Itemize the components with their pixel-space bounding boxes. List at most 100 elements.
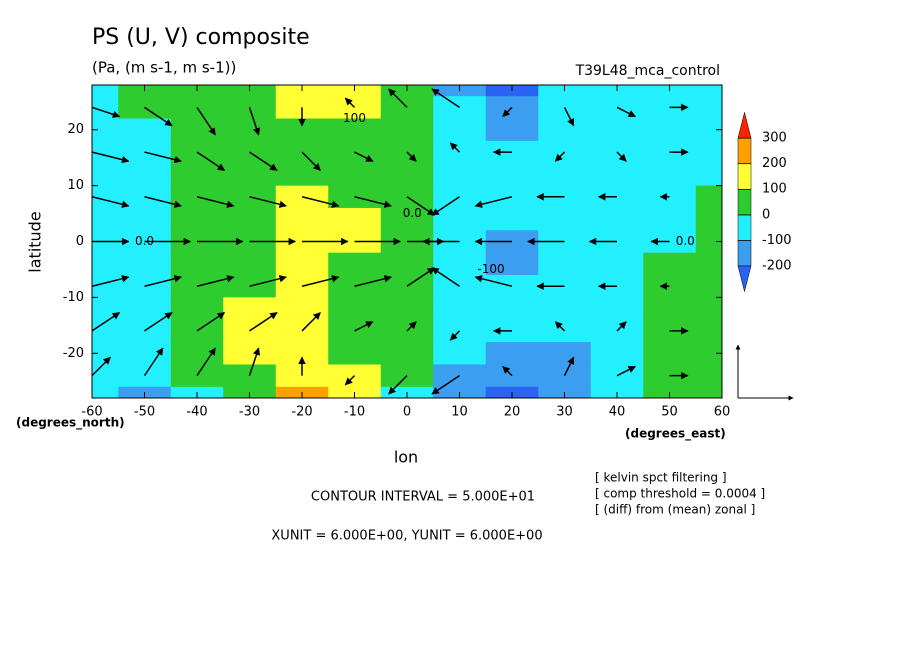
contour-cell bbox=[92, 319, 119, 343]
contour-cell bbox=[695, 297, 722, 321]
wind-vector bbox=[92, 311, 121, 332]
x-tick-label: 0 bbox=[403, 405, 411, 420]
contour-cell bbox=[223, 252, 277, 276]
contour-cell bbox=[590, 319, 644, 343]
contour-cell bbox=[485, 342, 539, 366]
x-tick-label: 50 bbox=[661, 405, 678, 420]
contour-cell bbox=[695, 185, 722, 209]
contour-label: 0.0 bbox=[676, 234, 695, 248]
wind-vector bbox=[431, 267, 460, 287]
y-units: (degrees_north) bbox=[16, 416, 125, 431]
x-tick-label: 20 bbox=[504, 405, 521, 420]
wind-vector bbox=[502, 106, 513, 118]
wind-vector bbox=[249, 151, 278, 172]
contour-cell bbox=[223, 297, 277, 321]
contour-cell bbox=[590, 297, 644, 321]
contour-cell bbox=[275, 163, 329, 187]
wind-vector bbox=[196, 275, 235, 287]
contour-cell bbox=[223, 207, 277, 231]
wind-vector bbox=[249, 196, 287, 208]
wind-vector bbox=[449, 330, 461, 341]
chart-title: PS (U, V) composite bbox=[92, 25, 310, 50]
wind-vector bbox=[144, 151, 182, 164]
contour-cell bbox=[538, 275, 592, 298]
wind-vector bbox=[388, 375, 408, 395]
contour-label: 0.0 bbox=[403, 206, 422, 220]
contour-cell bbox=[328, 297, 382, 321]
contour-cell bbox=[118, 342, 172, 366]
contour-cell bbox=[695, 163, 722, 187]
wind-vector bbox=[92, 275, 130, 287]
contour-cell bbox=[275, 364, 329, 388]
contour-cell bbox=[380, 163, 434, 187]
colorbar-box bbox=[737, 188, 752, 216]
contour-cell bbox=[433, 252, 487, 276]
contour-cell bbox=[433, 297, 487, 321]
wind-vector bbox=[388, 88, 408, 108]
colorbar-under bbox=[737, 265, 752, 292]
contour-cell bbox=[643, 185, 697, 209]
contour-cell bbox=[92, 252, 119, 276]
colorbar-box bbox=[737, 163, 752, 190]
contour-cell bbox=[643, 207, 697, 231]
contour-cell bbox=[538, 163, 592, 187]
contour-cell bbox=[275, 342, 329, 366]
contour-cell bbox=[643, 163, 697, 187]
contour-cell bbox=[170, 118, 224, 142]
wind-vector bbox=[563, 356, 575, 376]
wind-vector bbox=[431, 196, 460, 216]
contour-cell bbox=[380, 319, 434, 343]
contour-cell bbox=[223, 364, 277, 388]
wind-vector bbox=[143, 347, 164, 377]
contour-cell bbox=[118, 297, 172, 321]
x-tick-label: -30 bbox=[239, 405, 260, 420]
y-tick-label: 20 bbox=[67, 122, 84, 137]
wind-vector bbox=[354, 151, 374, 162]
x-axis-label: lon bbox=[394, 448, 418, 467]
wind-vector bbox=[248, 107, 261, 136]
wind-vector bbox=[144, 196, 182, 208]
note: [ comp threshold = 0.0004 ] bbox=[595, 487, 765, 501]
colorbar-over bbox=[737, 112, 752, 139]
wind-vector bbox=[502, 365, 513, 377]
contour-cell bbox=[328, 342, 382, 366]
contour-cell bbox=[275, 319, 329, 343]
wind-vector bbox=[354, 321, 374, 332]
contour-cell bbox=[433, 230, 487, 254]
contour-cell bbox=[433, 163, 487, 187]
contour-cell bbox=[275, 207, 329, 231]
contour-cell bbox=[223, 118, 277, 142]
contour-cell bbox=[380, 207, 434, 231]
contour-cell bbox=[92, 185, 119, 209]
contour-cell bbox=[170, 364, 224, 388]
contour-cell bbox=[92, 118, 119, 142]
contour-cell bbox=[170, 163, 224, 187]
wind-vector bbox=[144, 106, 173, 127]
wind-vector bbox=[196, 151, 226, 172]
subtitle: (Pa, (m s-1, m s-1)) bbox=[92, 59, 236, 77]
contour-cell bbox=[643, 342, 697, 366]
wind-vector bbox=[616, 151, 627, 162]
colorbar-label: 300 bbox=[762, 131, 787, 146]
contour-cell bbox=[643, 252, 697, 276]
contour-cell bbox=[170, 252, 224, 276]
note: [ kelvin spct filtering ] bbox=[595, 471, 727, 485]
wind-vector bbox=[406, 267, 436, 287]
contour-cell bbox=[223, 163, 277, 187]
contour-cell bbox=[590, 342, 644, 366]
x-tick-label: 40 bbox=[609, 405, 626, 420]
colorbar-box bbox=[737, 137, 752, 164]
contour-cell bbox=[380, 118, 434, 142]
contour-cell bbox=[695, 319, 722, 343]
contour-cell bbox=[538, 118, 592, 142]
contour-cell bbox=[275, 118, 329, 142]
wind-vector bbox=[196, 347, 216, 377]
contour-cell bbox=[485, 163, 539, 187]
colorbar-box bbox=[737, 214, 752, 241]
contour-cell bbox=[485, 319, 539, 343]
wind-vector bbox=[249, 311, 278, 332]
y-axis-label: latitude bbox=[26, 211, 45, 272]
contour-cell bbox=[92, 207, 119, 231]
contour-cell bbox=[590, 230, 644, 254]
contour-cell bbox=[485, 297, 539, 321]
